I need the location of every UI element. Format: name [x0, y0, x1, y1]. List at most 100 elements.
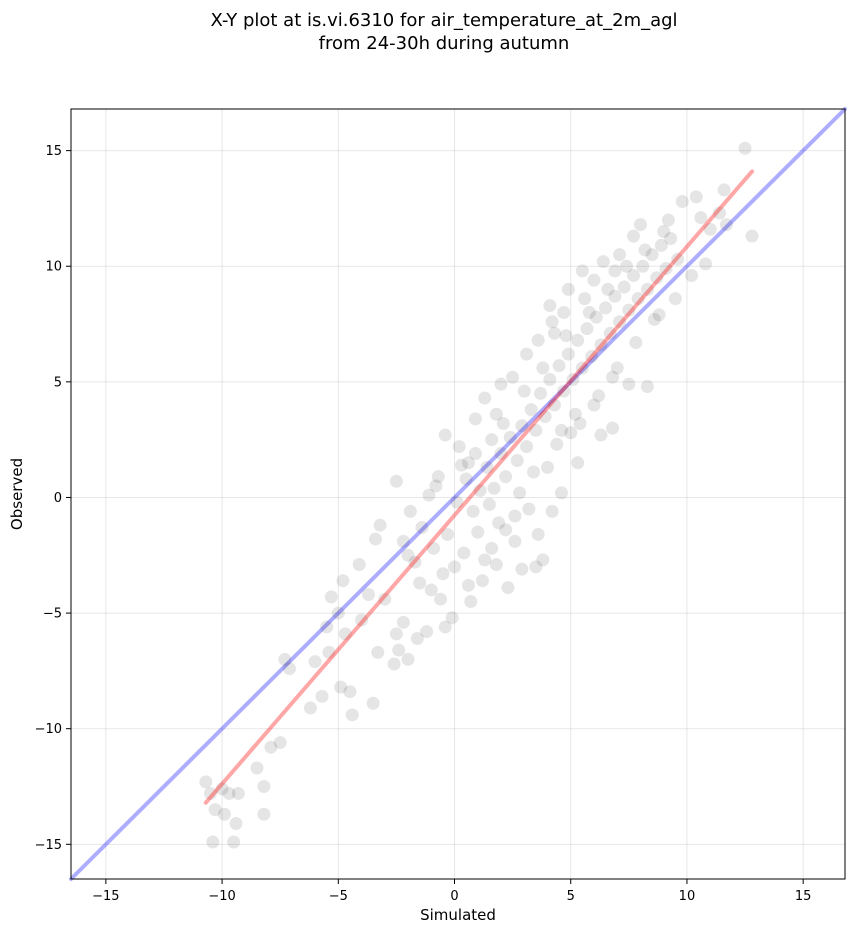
x-tick-label: 5: [567, 889, 575, 904]
data-point: [413, 576, 427, 590]
data-point: [573, 416, 587, 430]
data-point: [215, 782, 229, 796]
plot-frame: [70, 108, 846, 880]
data-point: [547, 326, 561, 340]
data-point: [629, 336, 643, 350]
data-point: [429, 479, 443, 493]
y-tick-label: −10: [35, 722, 62, 737]
data-point: [322, 645, 336, 659]
data-point: [608, 264, 622, 278]
data-point: [401, 548, 415, 562]
data-point: [468, 447, 482, 461]
data-point: [445, 611, 459, 625]
data-point: [366, 696, 380, 710]
data-point: [578, 292, 592, 306]
fit-line: [203, 169, 755, 805]
data-point: [424, 583, 438, 597]
data-point: [545, 315, 559, 329]
data-point: [608, 289, 622, 303]
data-point: [594, 338, 608, 352]
data-point: [478, 391, 492, 405]
data-point: [508, 534, 522, 548]
data-points: [199, 141, 759, 849]
data-point: [217, 807, 231, 821]
data-point: [473, 484, 487, 498]
data-point: [492, 516, 506, 530]
data-point: [434, 592, 448, 606]
data-point: [538, 410, 552, 424]
x-tick-label: 15: [795, 889, 812, 904]
data-point: [494, 447, 508, 461]
data-point: [499, 523, 513, 537]
data-point: [315, 689, 329, 703]
data-point: [466, 504, 480, 518]
data-point: [545, 504, 559, 518]
data-point: [571, 456, 585, 470]
data-point: [640, 379, 654, 393]
data-point: [626, 229, 640, 243]
identity-line: [69, 107, 847, 881]
data-point: [448, 560, 462, 574]
data-point: [355, 613, 369, 627]
data-point: [620, 259, 634, 273]
data-point: [575, 361, 589, 375]
data-point: [482, 497, 496, 511]
data-point: [675, 194, 689, 208]
y-tick-label: 5: [54, 375, 62, 390]
data-point: [264, 740, 278, 754]
data-point: [520, 440, 534, 454]
data-point: [422, 488, 436, 502]
data-point: [685, 268, 699, 282]
chart-subtitle: from 24-30h during autumn: [319, 33, 570, 54]
data-point: [320, 620, 334, 634]
data-point: [529, 423, 543, 437]
data-point: [489, 558, 503, 572]
data-point: [410, 632, 424, 646]
data-point: [543, 299, 557, 313]
data-point: [540, 460, 554, 474]
data-point: [536, 361, 550, 375]
data-point: [703, 222, 717, 236]
data-point: [510, 453, 524, 467]
data-point: [699, 257, 713, 271]
data-point: [657, 225, 671, 239]
data-point: [308, 655, 322, 669]
data-point: [613, 315, 627, 329]
data-point: [610, 361, 624, 375]
data-point: [622, 303, 636, 317]
data-point: [550, 437, 564, 451]
data-point: [222, 786, 236, 800]
data-point: [659, 262, 673, 276]
data-point: [603, 326, 617, 340]
data-point: [738, 141, 752, 155]
data-point: [599, 301, 613, 315]
data-point: [199, 775, 213, 789]
data-point: [368, 532, 382, 546]
data-point: [626, 268, 640, 282]
data-point: [587, 273, 601, 287]
data-point: [343, 685, 357, 699]
data-point: [452, 440, 466, 454]
data-point: [534, 386, 548, 400]
data-point: [338, 627, 352, 641]
data-point: [601, 282, 615, 296]
data-point: [392, 643, 406, 657]
data-point: [527, 465, 541, 479]
x-tick-label: −10: [208, 889, 235, 904]
data-point: [575, 264, 589, 278]
data-point: [461, 456, 475, 470]
y-axis-ticks: −15 −10 −5 0 5 10 15: [35, 144, 71, 853]
data-point: [345, 708, 359, 722]
data-point: [431, 470, 445, 484]
data-point: [617, 280, 631, 294]
data-point: [606, 370, 620, 384]
data-point: [638, 243, 652, 257]
data-point: [231, 786, 245, 800]
data-point: [324, 590, 338, 604]
data-point: [606, 421, 620, 435]
data-point: [529, 560, 543, 574]
data-point: [613, 248, 627, 262]
data-point: [559, 329, 573, 343]
grid-lines: [71, 109, 845, 879]
